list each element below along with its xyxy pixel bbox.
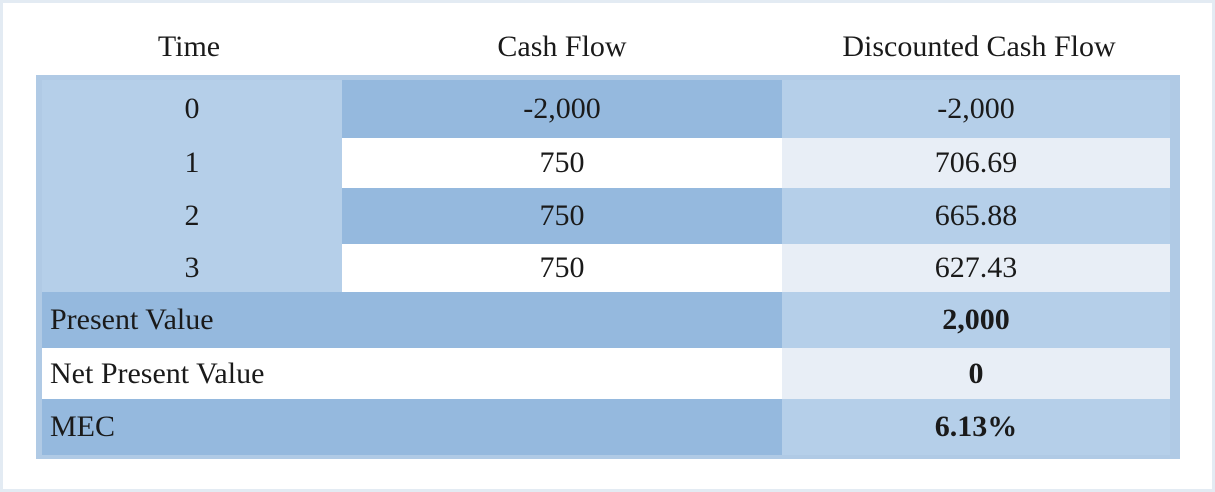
table-row: 1 750 706.69 xyxy=(36,138,1180,188)
cash-flow-cell: 750 xyxy=(342,138,782,188)
table-header: Time Cash Flow Discounted Cash Flow xyxy=(36,18,1180,76)
discounted-cash-flow-cell: 665.88 xyxy=(782,188,1170,244)
cash-flow-cell: -2,000 xyxy=(342,80,782,138)
discounted-cash-flow-cell: 706.69 xyxy=(782,138,1170,188)
present-value-label: Present Value xyxy=(42,292,782,348)
table-row: 3 750 627.43 xyxy=(36,244,1180,292)
cash-flow-cell: 750 xyxy=(342,244,782,292)
net-present-value: 0 xyxy=(782,348,1170,399)
header-time: Time xyxy=(157,30,221,63)
time-cell: 3 xyxy=(42,244,342,292)
discounted-cash-flow-cell: 627.43 xyxy=(782,244,1170,292)
summary-row-present-value: Present Value 2,000 xyxy=(36,292,1180,348)
time-cell: 2 xyxy=(42,188,342,244)
summary-row-mec: MEC 6.13% xyxy=(36,399,1180,455)
mec-label: MEC xyxy=(42,399,782,455)
header-cash-flow: Cash Flow xyxy=(497,30,627,63)
time-cell: 1 xyxy=(42,138,342,188)
table-row: 2 750 665.88 xyxy=(36,188,1180,244)
time-cell: 0 xyxy=(42,80,342,138)
cash-flow-cell: 750 xyxy=(342,188,782,244)
table-row: 0 -2,000 -2,000 xyxy=(36,80,1180,138)
discounted-cash-flow-cell: -2,000 xyxy=(782,80,1170,138)
mec-value: 6.13% xyxy=(782,399,1170,455)
cash-flow-table: 0 -2,000 -2,000 1 750 706.69 2 750 665.8… xyxy=(36,75,1180,459)
present-value: 2,000 xyxy=(782,292,1170,348)
net-present-value-label: Net Present Value xyxy=(42,348,782,399)
header-discounted-cash-flow: Discounted Cash Flow xyxy=(842,30,1116,63)
summary-row-net-present-value: Net Present Value 0 xyxy=(36,348,1180,399)
